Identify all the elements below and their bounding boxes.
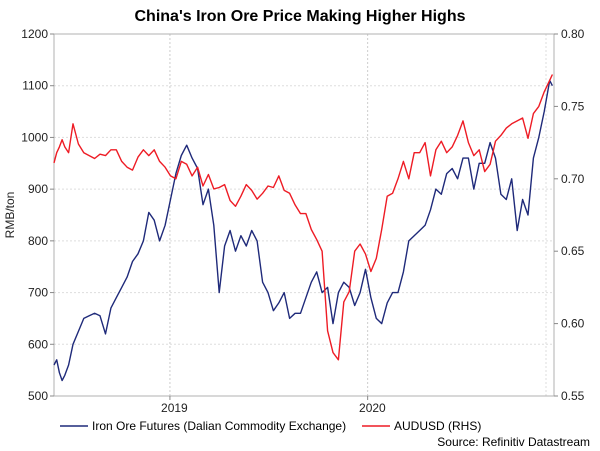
- right-tick-label: 0.80: [561, 27, 585, 41]
- plot-frame: [53, 33, 555, 397]
- series-line-iron-ore: [53, 79, 554, 382]
- series-layer: [53, 74, 554, 382]
- chart-title: China's Iron Ore Price Making Higher Hig…: [135, 8, 466, 25]
- right-tick-label: 0.55: [561, 389, 585, 403]
- legend: Iron Ore Futures (Dalian Commodity Excha…: [60, 419, 481, 433]
- right-tick-label: 0.70: [561, 172, 585, 186]
- x-axis-ticks: 2019 2020: [161, 396, 386, 415]
- source-note: Source: Refinitiv Datastream: [437, 435, 590, 449]
- x-tick-label: 2019: [161, 401, 188, 415]
- right-axis-ticks: 0.55 0.60 0.65 0.70 0.75 0.80: [554, 27, 585, 403]
- left-tick-label: 1200: [21, 27, 48, 41]
- legend-label-audusd: AUDUSD (RHS): [394, 419, 481, 433]
- left-tick-label: 600: [28, 337, 48, 351]
- right-tick-label: 0.75: [561, 99, 585, 113]
- gridlines: [54, 34, 554, 396]
- right-tick-label: 0.60: [561, 317, 585, 331]
- right-tick-label: 0.65: [561, 244, 585, 258]
- left-tick-label: 800: [28, 234, 48, 248]
- y-axis-label: RMB/ton: [3, 192, 17, 239]
- left-tick-label: 1100: [22, 79, 48, 93]
- series-line-audusd: [53, 74, 554, 361]
- legend-label-iron-ore: Iron Ore Futures (Dalian Commodity Excha…: [92, 419, 346, 433]
- left-tick-label: 1000: [21, 130, 48, 144]
- left-tick-label: 500: [28, 389, 48, 403]
- left-tick-label: 700: [28, 286, 48, 300]
- left-tick-label: 900: [28, 182, 48, 196]
- x-tick-label: 2020: [359, 401, 386, 415]
- left-axis-ticks: 500 600 700 800 900 1000 1100 1200: [21, 27, 54, 403]
